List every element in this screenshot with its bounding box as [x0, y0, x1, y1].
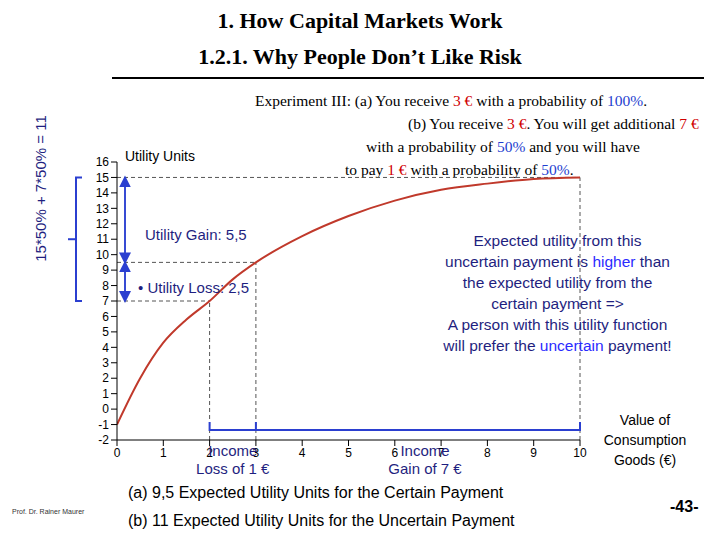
- svg-text:3: 3: [102, 356, 109, 370]
- html-text:Value of: Value of: [619, 412, 671, 428]
- html-text:Income: Income: [400, 442, 450, 459]
- html-text:Expected utility from this: Expected utility from this: [473, 232, 642, 249]
- html-text:with a probability of 50% and: with a probability of 50% and you will h…: [366, 138, 640, 155]
- html-text:A person with this utility fun: A person with this utility function: [447, 316, 668, 333]
- html-text:certain payment =>: certain payment =>: [491, 295, 624, 312]
- html-text:Utility Gain: 5,5: Utility Gain: 5,5: [145, 226, 247, 243]
- html-text:-43-: -43-: [670, 498, 699, 515]
- svg-text:5: 5: [345, 446, 352, 460]
- html-text:15*50% + 7*50% = 11: 15*50% + 7*50% = 11: [31, 115, 49, 262]
- svg-text:0: 0: [102, 402, 109, 416]
- svg-text:1: 1: [102, 387, 109, 401]
- html-text:Experiment III: (a) You receiv: Experiment III: (a) You receive 3 € with…: [255, 92, 648, 109]
- svg-text:14: 14: [96, 186, 110, 200]
- html-text:Gain of 7 €: Gain of 7 €: [388, 460, 462, 477]
- svg-text:6: 6: [102, 310, 109, 324]
- svg-text:4: 4: [299, 446, 306, 460]
- html-text:Goods (€): Goods (€): [613, 452, 677, 468]
- svg-text:-2: -2: [98, 433, 109, 447]
- svg-text:10: 10: [96, 248, 110, 262]
- html-text:uncertain payment is higher th: uncertain payment is higher than: [445, 253, 670, 270]
- html-text:Loss of 1 €: Loss of 1 €: [196, 460, 270, 477]
- svg-text:2: 2: [102, 371, 109, 385]
- svg-text:0: 0: [114, 446, 121, 460]
- svg-text:15: 15: [96, 171, 110, 185]
- svg-text:8: 8: [484, 446, 491, 460]
- svg-text:8: 8: [102, 279, 109, 293]
- svg-text:12: 12: [96, 217, 110, 231]
- html-text:1.2.1. Why People Don’t Like R: 1.2.1. Why People Don’t Like Risk: [198, 44, 522, 69]
- html-text:1. How Capital Markets Work: 1. How Capital Markets Work: [217, 8, 503, 33]
- html-text:the expected utility from the: the expected utility from the: [462, 274, 653, 291]
- svg-text:10: 10: [573, 446, 587, 460]
- html-text:(a) 9,5 Expected Utility Units: (a) 9,5 Expected Utility Units for the C…: [128, 484, 504, 501]
- svg-text:13: 13: [96, 202, 110, 216]
- html-text:Consumption: Consumption: [603, 432, 687, 448]
- svg-text:9: 9: [102, 263, 109, 277]
- html-text:(b) 11 Expected Utility Units: (b) 11 Expected Utility Units for the Un…: [128, 512, 515, 529]
- svg-text:1: 1: [160, 446, 167, 460]
- html-text:Income: Income: [208, 442, 258, 459]
- svg-text:16: 16: [96, 155, 110, 169]
- svg-text:4: 4: [102, 341, 109, 355]
- html-text:• Utility Loss: 2,5: • Utility Loss: 2,5: [138, 279, 250, 296]
- html-text:will prefer the uncertain paym: will prefer the uncertain payment!: [443, 337, 672, 354]
- svg-text:11: 11: [97, 232, 110, 246]
- svg-text:7: 7: [102, 294, 109, 308]
- svg-text:6: 6: [391, 446, 398, 460]
- svg-text:-1: -1: [98, 418, 109, 432]
- html-text:Utility Units: Utility Units: [125, 148, 195, 164]
- html-text:to pay 1 € with a probability: to pay 1 € with a probability of 50%.: [345, 161, 574, 178]
- html-text:Prof. Dr. Rainer Maurer: Prof. Dr. Rainer Maurer: [12, 508, 85, 515]
- svg-text:9: 9: [530, 446, 537, 460]
- html-text:(b) You receive 3 €. You will: (b) You receive 3 €. You will get additi…: [408, 115, 699, 132]
- svg-text:5: 5: [102, 325, 109, 339]
